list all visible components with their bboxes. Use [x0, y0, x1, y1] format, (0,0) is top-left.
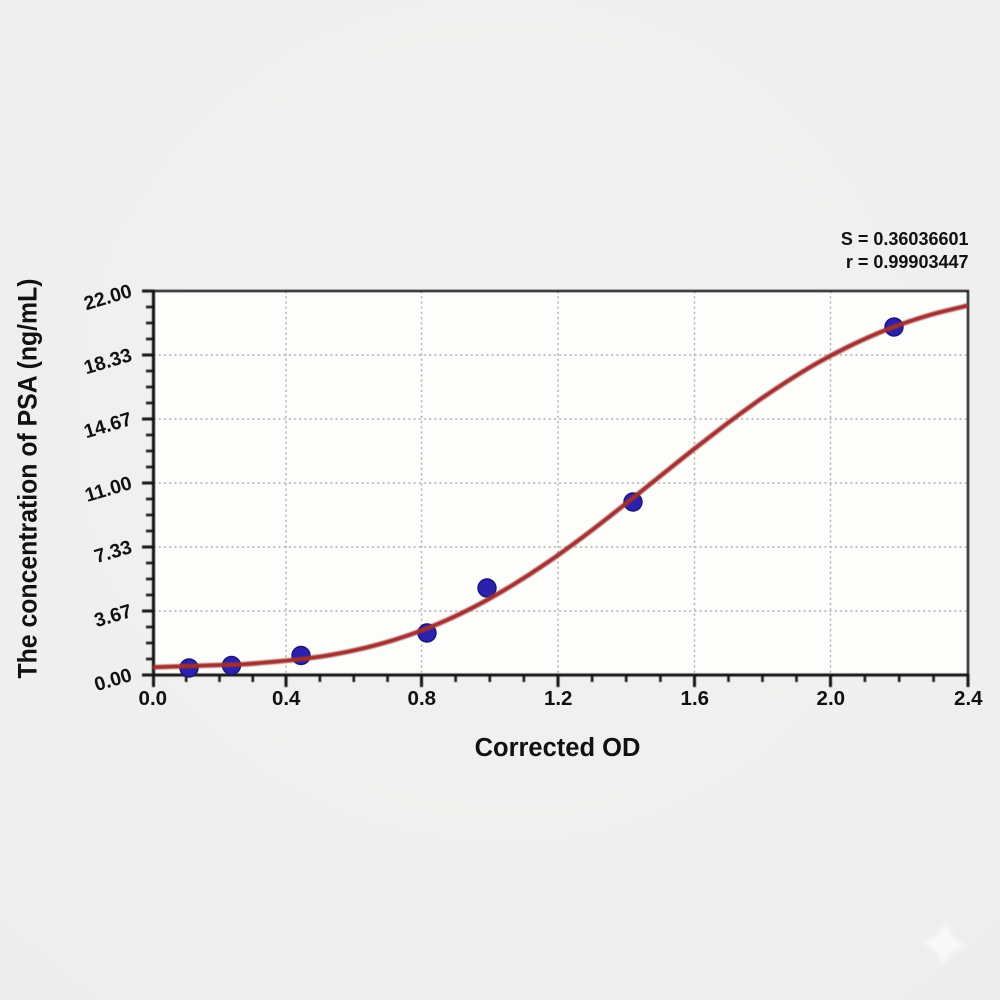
svg-text:2.4: 2.4: [954, 687, 983, 710]
svg-text:Corrected OD: Corrected OD: [475, 734, 641, 762]
svg-text:0.0: 0.0: [139, 687, 168, 710]
svg-text:0.8: 0.8: [408, 687, 437, 710]
svg-text:1.6: 1.6: [681, 687, 710, 710]
svg-text:0.4: 0.4: [272, 687, 301, 710]
svg-text:r = 0.99903447: r = 0.99903447: [846, 252, 969, 272]
svg-text:2.0: 2.0: [817, 687, 846, 710]
svg-text:1.2: 1.2: [544, 687, 573, 710]
svg-text:The concentration of PSA (ng/m: The concentration of PSA (ng/mL): [13, 279, 43, 679]
svg-text:S = 0.36036601: S = 0.36036601: [841, 229, 969, 249]
